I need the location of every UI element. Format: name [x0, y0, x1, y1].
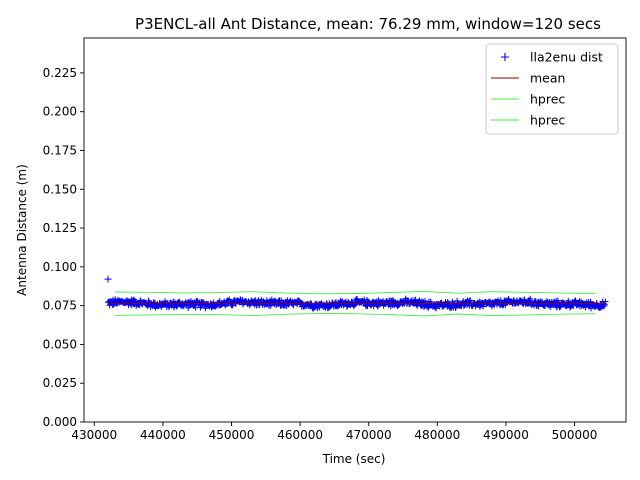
data-point-marker	[554, 297, 561, 304]
x-tick-label: 490000	[483, 428, 529, 442]
legend-label: mean	[530, 71, 565, 86]
data-point-marker	[565, 297, 572, 304]
hprec-upper-line	[114, 290, 596, 295]
x-axis-label: Time (sec)	[322, 452, 386, 466]
y-tick-label: 0.075	[43, 299, 77, 313]
y-tick-label: 0.025	[43, 376, 77, 390]
legend-label: hprec	[530, 113, 565, 128]
x-tick-label: 470000	[346, 428, 392, 442]
data-point-marker	[447, 303, 454, 310]
y-tick-label: 0.050	[43, 337, 77, 351]
x-tick-label: 500000	[552, 428, 598, 442]
legend-label: lla2enu dist	[530, 50, 603, 65]
plot-area	[104, 275, 609, 317]
x-tick-label: 460000	[277, 428, 323, 442]
axes: 430000 440000 450000 460000 470000 480000 4900…	[43, 37, 627, 442]
y-tick-label: 0.150	[43, 182, 77, 196]
legend-marker-lla2enu-dist	[501, 53, 509, 61]
legend-box	[485, 43, 619, 135]
y-tick-label: 0.100	[43, 260, 77, 274]
x-tick-label: 440000	[140, 428, 186, 442]
y-tick-label: 0.200	[43, 105, 77, 119]
y-tick-label: 0.000	[43, 415, 77, 429]
x-tick-label: 480000	[414, 428, 460, 442]
data-point-marker	[527, 295, 534, 302]
y-tick-label: 0.175	[43, 143, 77, 157]
data-point-marker	[185, 304, 192, 311]
y-axis-label: Antenna Distance (m)	[15, 164, 29, 296]
data-point-marker	[588, 305, 594, 312]
y-tick-label: 0.225	[43, 66, 77, 80]
data-point-marker	[173, 303, 180, 310]
outlier-point-marker	[104, 275, 112, 283]
x-tick-label: 430000	[71, 428, 117, 442]
legend: lla2enu dist mean hprec hprec	[485, 43, 619, 135]
legend-label: hprec	[530, 92, 565, 107]
y-tick-label: 0.125	[43, 221, 77, 235]
data-point-marker	[433, 305, 440, 312]
axes-frame	[83, 37, 627, 423]
chart-title: P3ENCL-all Ant Distance, mean: 76.29 mm,…	[135, 15, 601, 33]
x-tick-label: 450000	[209, 428, 255, 442]
hprec-lower-line	[114, 312, 596, 317]
